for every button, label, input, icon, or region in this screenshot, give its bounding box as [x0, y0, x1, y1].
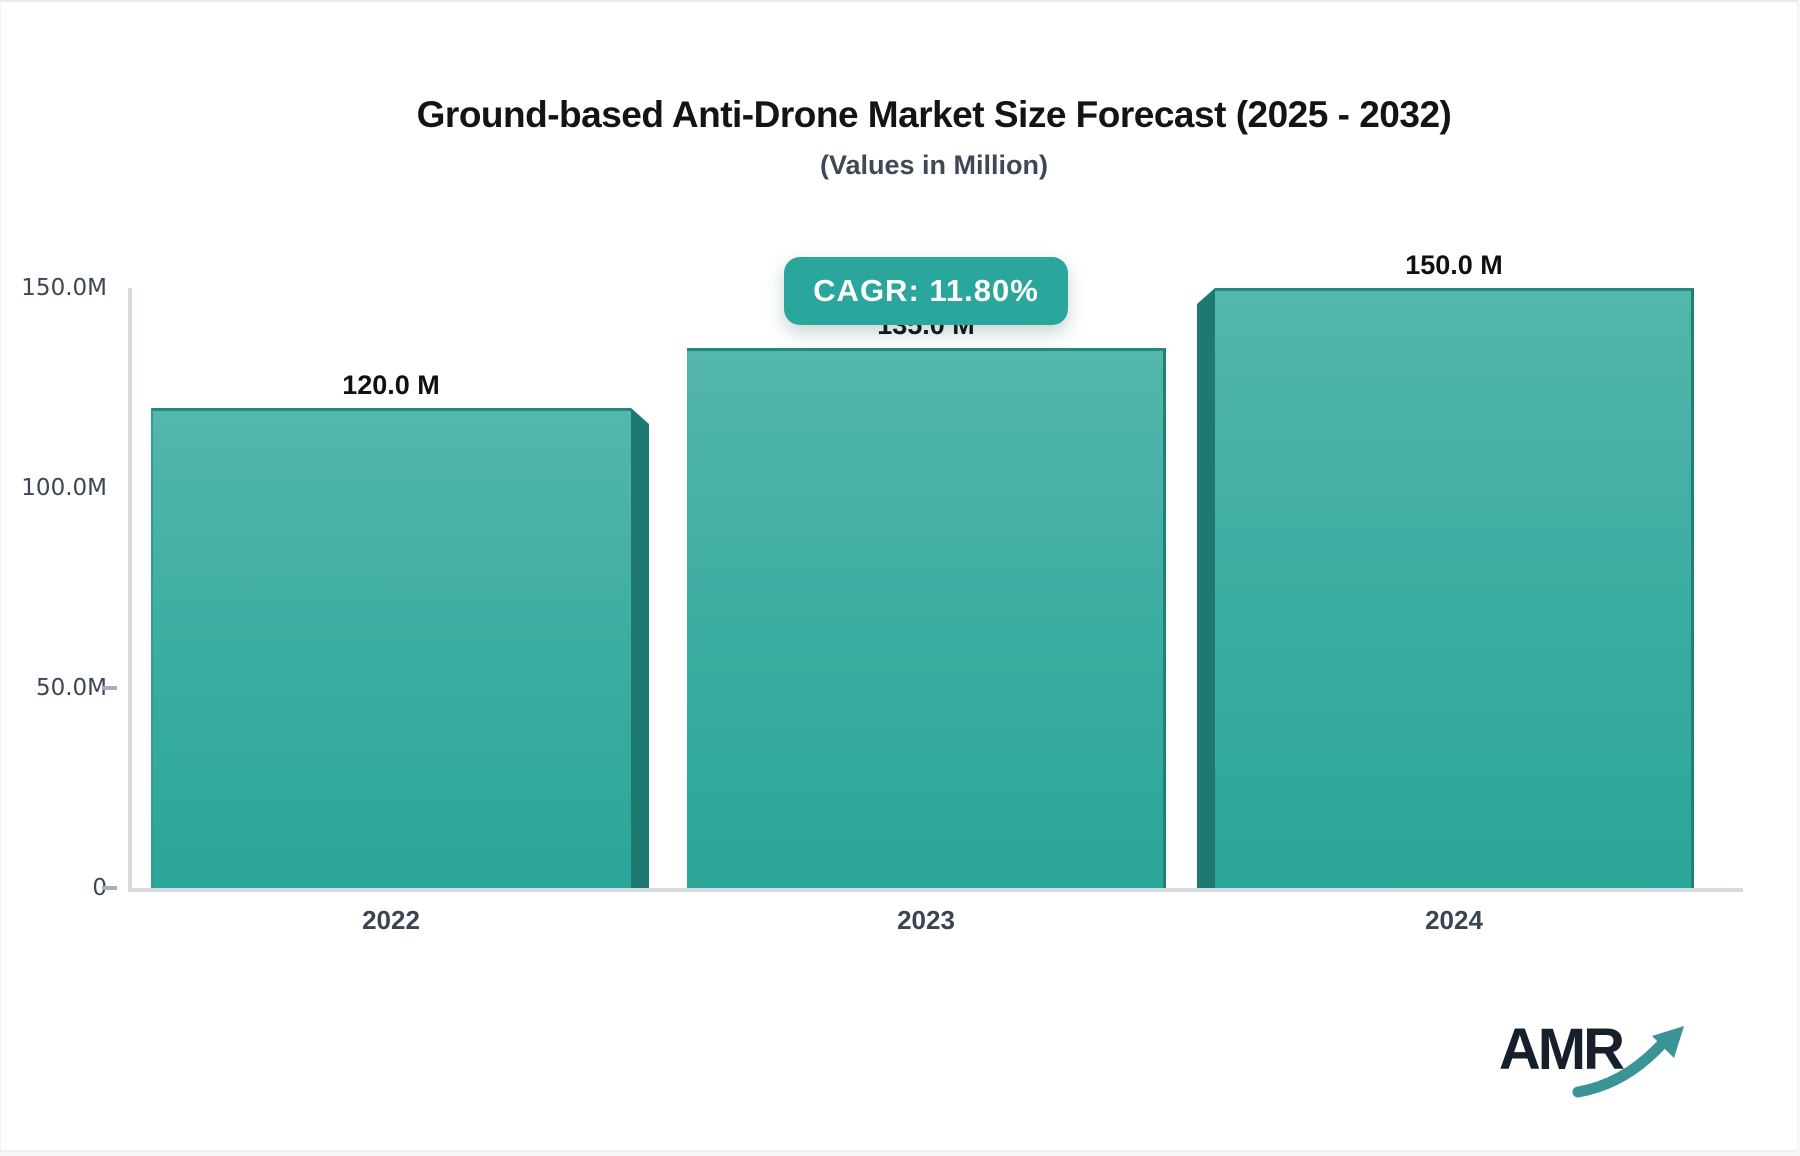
- amr-logo-text: AMR: [1498, 1017, 1625, 1082]
- y-tick-label-100m: 100.0M: [21, 475, 107, 501]
- bar-face: [151, 408, 631, 888]
- y-axis-tick-mark: [102, 686, 117, 690]
- y-tick-label-0: 0: [92, 875, 107, 901]
- chart-title: Ground-based Anti-Drone Market Size Fore…: [416, 94, 1452, 135]
- x-axis-label-2022: 2022: [362, 905, 420, 935]
- x-axis-label-2023: 2023: [897, 905, 955, 935]
- x-axis-label-2024: 2024: [1425, 905, 1483, 935]
- y-axis-line: [128, 288, 132, 892]
- cagr-badge: CAGR: 11.80%: [784, 257, 1068, 325]
- y-tick-label-150m: 150.0M: [21, 275, 107, 301]
- x-axis-line: [128, 888, 1743, 892]
- bar-3d-side: [631, 408, 649, 888]
- bar-face: [1215, 288, 1694, 888]
- bar-value-label: 150.0 M: [1405, 250, 1503, 280]
- y-tick-label-50m: 50.0M: [35, 675, 107, 701]
- bar-3d-side: [1197, 288, 1215, 888]
- y-axis-tick-mark: [102, 886, 117, 890]
- cagr-badge-text: CAGR: 11.80%: [813, 273, 1039, 308]
- bar-face: [687, 348, 1166, 888]
- bar-value-label: 120.0 M: [342, 370, 440, 400]
- chart-subtitle: (Values in Million): [819, 150, 1049, 180]
- growth-arrow-icon: [1572, 1026, 1684, 1098]
- amr-logo: AMR: [1498, 1008, 1692, 1098]
